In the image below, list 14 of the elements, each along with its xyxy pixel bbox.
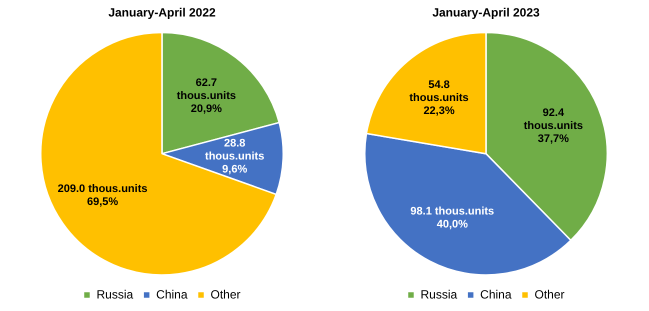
data-label: 98.1 thous.units 40,0% [410, 206, 494, 231]
data-label: 62.7 thous.units 20,9% [176, 77, 236, 116]
legend-label: Other [210, 287, 241, 302]
data-label: 92.4 thous.units 37,7% [524, 107, 583, 146]
chart-title: January-April 2022 [108, 6, 216, 20]
chart-title: January-April 2023 [432, 6, 540, 20]
legend-label: Russia [420, 287, 458, 302]
data-label: 54.8 thous.units 22,3% [409, 79, 469, 118]
legend-label: Russia [96, 287, 134, 302]
data-label: 209.0 thous.units 69,5% [58, 183, 148, 208]
legend-label: China [480, 287, 512, 302]
legend-label: China [156, 287, 188, 302]
data-label: 28.8 thous.units 9,6% [205, 138, 264, 176]
legend-label: Other [534, 287, 565, 302]
